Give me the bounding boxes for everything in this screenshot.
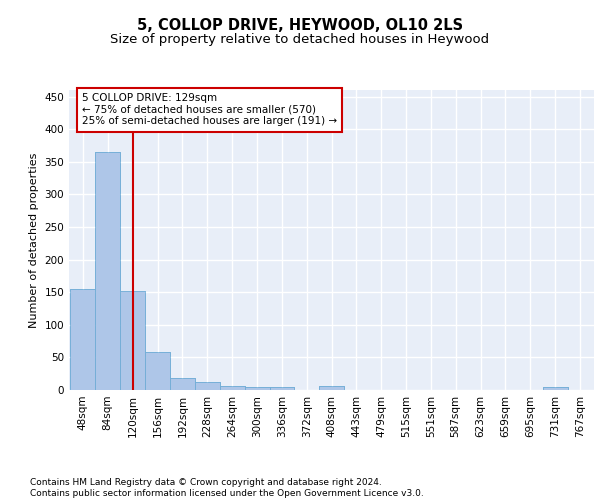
Bar bbox=[145, 352, 170, 390]
Bar bbox=[319, 386, 344, 390]
Bar bbox=[95, 152, 120, 390]
Bar bbox=[70, 289, 95, 390]
Bar bbox=[245, 388, 269, 390]
Bar bbox=[245, 388, 269, 390]
Bar bbox=[120, 291, 145, 390]
Bar bbox=[70, 289, 95, 390]
Bar bbox=[95, 152, 120, 390]
Bar bbox=[170, 378, 195, 390]
Text: Size of property relative to detached houses in Heywood: Size of property relative to detached ho… bbox=[110, 32, 490, 46]
Bar bbox=[220, 386, 245, 390]
Bar bbox=[145, 352, 170, 390]
Bar bbox=[120, 291, 145, 390]
Bar bbox=[319, 386, 344, 390]
Bar bbox=[543, 388, 568, 390]
Bar bbox=[543, 388, 568, 390]
Bar bbox=[269, 388, 295, 390]
Text: Contains HM Land Registry data © Crown copyright and database right 2024.
Contai: Contains HM Land Registry data © Crown c… bbox=[30, 478, 424, 498]
Bar bbox=[195, 382, 220, 390]
Bar bbox=[170, 378, 195, 390]
Text: 5, COLLOP DRIVE, HEYWOOD, OL10 2LS: 5, COLLOP DRIVE, HEYWOOD, OL10 2LS bbox=[137, 18, 463, 32]
Text: 5 COLLOP DRIVE: 129sqm
← 75% of detached houses are smaller (570)
25% of semi-de: 5 COLLOP DRIVE: 129sqm ← 75% of detached… bbox=[82, 94, 337, 126]
Bar bbox=[269, 388, 295, 390]
Bar bbox=[195, 382, 220, 390]
Y-axis label: Number of detached properties: Number of detached properties bbox=[29, 152, 39, 328]
Bar bbox=[220, 386, 245, 390]
